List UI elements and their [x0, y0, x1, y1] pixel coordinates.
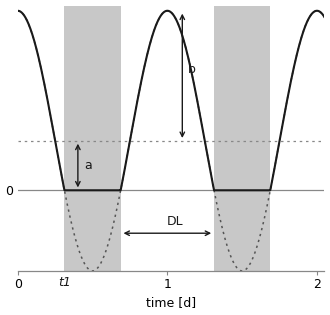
- Text: DL: DL: [167, 215, 183, 228]
- X-axis label: time [d]: time [d]: [146, 296, 196, 309]
- Bar: [64, 6, 121, 271]
- Text: b: b: [188, 63, 196, 76]
- Text: a: a: [84, 159, 92, 172]
- Bar: [214, 6, 270, 271]
- Text: t1: t1: [58, 276, 71, 289]
